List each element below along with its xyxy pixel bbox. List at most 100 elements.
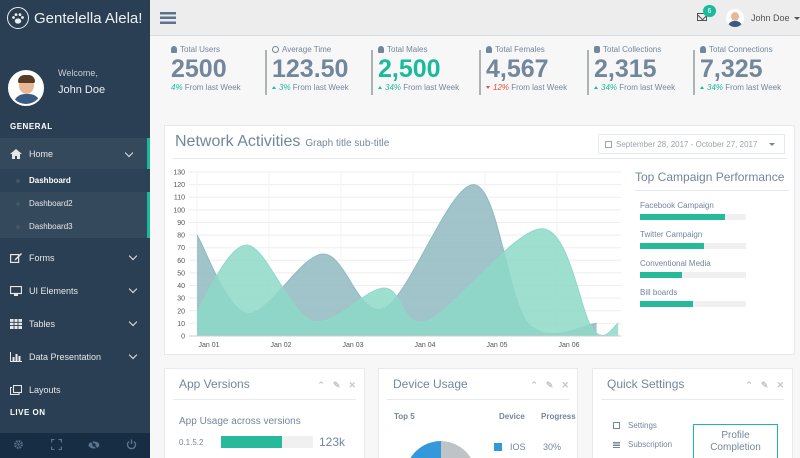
brand[interactable]: Gentelella Alela! (0, 0, 150, 36)
list-icon (613, 441, 620, 448)
home-submenu: Dashboard Dashboard2 Dashboard3 (0, 169, 150, 238)
collapse-icon[interactable]: ⌃ (745, 380, 753, 390)
user-menu[interactable]: John Doe (726, 9, 800, 27)
version-progress-fill (221, 436, 282, 448)
profile-completion-button[interactable]: Profile Completion (693, 424, 778, 458)
y-tick-label: 50 (177, 270, 185, 277)
campaign-progress-bar (640, 214, 746, 220)
settings-button[interactable] (0, 433, 38, 458)
wrench-icon[interactable]: ✎ (332, 380, 341, 390)
stat-label: Total Collections (594, 45, 693, 54)
stat-change: 34% From last Week (700, 83, 800, 92)
app-usage-subtitle: App Usage across versions (179, 416, 301, 427)
logout-button[interactable] (113, 433, 151, 458)
clock-icon (272, 46, 279, 53)
stat-tile: Total Females 4,567 12% From last Week (479, 36, 587, 109)
campaign-performance: Top Campaign Performance Facebook Campai… (635, 170, 789, 307)
panel-toolbox: ⌃ ✎ ✕ (530, 380, 569, 391)
version-label: 0.1.5.2 (179, 437, 204, 447)
menu-toggle-icon[interactable] (160, 12, 176, 24)
campaign-title: Top Campaign Performance (635, 170, 789, 191)
y-tick-label: 120 (173, 182, 185, 189)
sidebar-subitem-dashboard2[interactable]: Dashboard2 (0, 192, 150, 215)
panel-toolbox: ⌃ ✎ ✕ (317, 380, 356, 391)
wrench-icon[interactable]: ✎ (545, 380, 554, 390)
stat-change: 4% From last Week (171, 83, 265, 92)
quick-settings-settings[interactable]: Settings (613, 421, 657, 430)
x-tick-label: Jan 04 (414, 342, 435, 349)
stat-value: 4,567 (486, 55, 549, 83)
sidebar-footer (0, 433, 150, 458)
sidebar-item-tables[interactable]: Tables (0, 307, 150, 340)
campaign-name: Conventional Media (640, 259, 711, 268)
y-tick-label: 100 (173, 207, 185, 214)
sidebar-item-home[interactable]: Home (0, 138, 150, 169)
stat-change-suffix: From last Week (403, 83, 460, 92)
close-icon[interactable]: ✕ (348, 380, 356, 390)
stat-value: 2500 (171, 55, 227, 83)
sidebar-subitem-dashboard[interactable]: Dashboard (0, 169, 150, 192)
fullscreen-button[interactable] (38, 433, 76, 458)
campaign-item: Facebook Campaign (640, 201, 789, 220)
sidebar-item-label: Layouts (29, 384, 61, 395)
sidebar-item-forms[interactable]: Forms (0, 241, 150, 274)
brand-title: Gentelella Alela! (34, 9, 143, 27)
stat-change-suffix: From last Week (619, 83, 676, 92)
stat-change-pct: 34% (601, 83, 618, 92)
stat-change-suffix: From last Week (184, 83, 241, 92)
stat-change: 12% From last Week (486, 83, 587, 92)
campaign-item: Twitter Campaign (640, 230, 789, 249)
paw-icon (7, 7, 29, 29)
section-general: GENERAL (10, 122, 53, 131)
bar-chart-icon (10, 351, 22, 362)
arrow-up-icon (378, 86, 382, 89)
campaign-progress-fill (640, 214, 725, 220)
edit-icon (10, 252, 22, 263)
top-navbar: 6 John Doe (150, 0, 800, 36)
stat-tile: Average Time 123.50 3% From last Week (265, 36, 371, 109)
lock-button[interactable] (75, 433, 113, 458)
y-tick-label: 130 (173, 170, 185, 177)
user-icon (486, 46, 492, 53)
stat-change-pct: 12% (493, 83, 510, 92)
stat-change-suffix: From last Week (725, 83, 782, 92)
chevron-down-icon (128, 284, 138, 294)
sidebar-subitem-dashboard3[interactable]: Dashboard3 (0, 215, 150, 238)
collapse-icon[interactable]: ⌃ (317, 380, 325, 390)
network-chart-svg: 0 10 20 30 40 50 60 70 80 90 100 110 120 130 Jan 01 Jan… (173, 170, 621, 349)
sidebar-item-layouts[interactable]: Layouts (0, 373, 150, 406)
close-icon[interactable]: ✕ (776, 380, 784, 390)
stat-value: 2,500 (378, 55, 441, 83)
gear-icon (13, 439, 24, 452)
series-area-2 (197, 228, 619, 336)
campaign-progress-bar (640, 243, 746, 249)
date-range-text: September 28, 2017 - October 27, 2017 (616, 139, 758, 149)
close-icon[interactable]: ✕ (561, 380, 569, 390)
sidebar-item-data-presentation[interactable]: Data Presentation (0, 340, 150, 373)
subscription-label: Subscription (628, 440, 673, 449)
stat-label: Average Time (272, 45, 371, 54)
arrow-up-icon (594, 86, 598, 89)
panel-title: Quick Settings (607, 377, 685, 391)
x-tick-label: Jan 05 (486, 342, 507, 349)
collapse-icon[interactable]: ⌃ (530, 380, 538, 390)
y-tick-label: 10 (177, 321, 185, 328)
envelope-icon[interactable] (697, 13, 707, 21)
quick-settings-panel: Quick Settings ⌃ ✎ ✕ Settings Subscripti… (592, 368, 793, 458)
version-row: 0.1.5.2 123k (179, 435, 345, 449)
quick-settings-subscription[interactable]: Subscription (613, 440, 672, 449)
sidebar-item-ui-elements[interactable]: UI Elements (0, 274, 150, 307)
mail-count-badge: 6 (703, 5, 716, 17)
user-icon (171, 46, 177, 53)
column-header-top: Top 5 (394, 412, 415, 421)
date-range-picker[interactable]: September 28, 2017 - October 27, 2017 (598, 134, 785, 154)
stat-change: 34% From last Week (594, 83, 693, 92)
chevron-down-icon (128, 350, 138, 360)
campaign-progress-fill (640, 301, 693, 307)
wrench-icon[interactable]: ✎ (760, 380, 769, 390)
home-icon (10, 148, 22, 159)
version-count: 123k (319, 435, 346, 449)
legend-swatch (494, 443, 502, 451)
campaign-progress-fill (640, 272, 683, 278)
y-tick-label: 110 (174, 195, 185, 202)
